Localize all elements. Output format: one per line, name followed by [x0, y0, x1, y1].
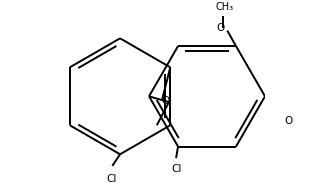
Text: O: O: [284, 116, 292, 126]
Text: Cl: Cl: [106, 174, 116, 184]
Text: CH₃: CH₃: [215, 2, 234, 12]
Text: Cl: Cl: [171, 164, 181, 174]
Text: O: O: [161, 96, 169, 106]
Text: O: O: [216, 23, 224, 33]
